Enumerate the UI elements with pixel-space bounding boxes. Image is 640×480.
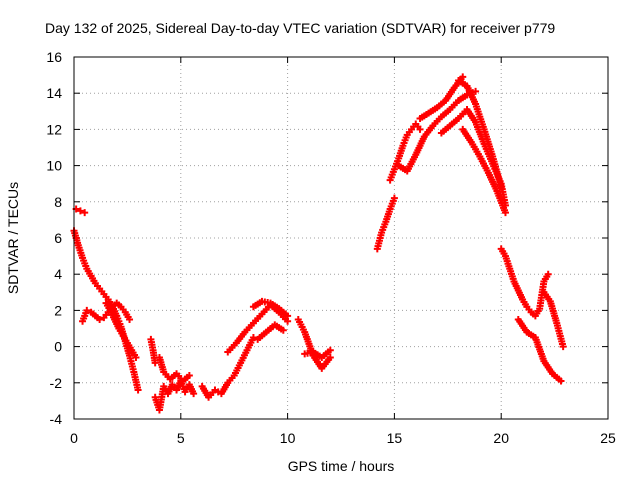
y-tick-label: -2 <box>50 375 63 391</box>
data-point <box>459 73 467 81</box>
series-k <box>254 321 287 343</box>
data-point <box>81 209 89 217</box>
chart-title: Day 132 of 2025, Sidereal Day-to-day VTE… <box>45 20 555 36</box>
series-m <box>301 346 334 361</box>
data-point <box>501 209 509 217</box>
series-l <box>294 315 334 372</box>
series-e <box>147 335 159 367</box>
x-axis-label: GPS time / hours <box>288 458 395 474</box>
y-axis-label: SDTVAR / TECUs <box>5 182 21 294</box>
x-tick-label: 15 <box>387 430 403 446</box>
series-t <box>459 125 509 217</box>
data-point <box>126 315 134 323</box>
series-b <box>72 205 89 217</box>
data-points <box>70 73 567 414</box>
data-point <box>132 353 140 361</box>
series-g <box>155 353 193 385</box>
data-point <box>544 270 552 278</box>
series-h <box>198 334 257 401</box>
y-tick-label: -4 <box>50 411 63 427</box>
data-point <box>83 306 91 314</box>
data-point <box>76 207 84 215</box>
series-s <box>454 77 505 191</box>
x-tick-labels: 0 5 10 15 20 25 <box>70 430 616 446</box>
series-j <box>249 297 292 320</box>
x-tick-label: 0 <box>70 430 78 446</box>
y-tick-labels: -4 -2 0 2 4 6 8 10 12 14 16 <box>46 49 62 427</box>
plot-frame <box>73 56 609 420</box>
data-point <box>185 372 193 380</box>
x-tick-label: 20 <box>493 430 509 446</box>
y-tick-label: 4 <box>54 266 62 282</box>
data-point <box>190 390 198 398</box>
y-tick-label: 6 <box>54 230 62 246</box>
series-c <box>79 299 134 325</box>
y-tick-label: 10 <box>46 158 62 174</box>
series-w <box>540 288 567 351</box>
y-tick-label: 2 <box>54 302 62 318</box>
data-point <box>134 386 142 394</box>
x-tick-label: 5 <box>177 430 185 446</box>
data-point <box>390 194 398 202</box>
data-point <box>557 377 565 385</box>
data-point <box>326 353 334 361</box>
data-point <box>279 326 287 334</box>
y-tick-label: 0 <box>54 339 62 355</box>
data-point <box>249 334 257 342</box>
x-tick-label: 25 <box>600 430 616 446</box>
data-point <box>497 183 505 191</box>
series-o <box>386 120 424 184</box>
y-tick-label: 14 <box>46 85 62 101</box>
data-point <box>326 346 334 354</box>
series-d <box>102 299 140 361</box>
series-v <box>514 315 565 385</box>
data-point <box>284 312 292 320</box>
series-p <box>395 87 480 175</box>
data-point <box>96 315 104 323</box>
grid-lines <box>74 57 608 419</box>
y-tick-label: 16 <box>46 49 62 65</box>
y-tick-label: 8 <box>54 194 62 210</box>
series-u <box>497 245 552 320</box>
series-n <box>373 194 398 253</box>
y-tick-label: 12 <box>46 121 62 137</box>
axis-ticks <box>73 56 609 420</box>
data-point <box>416 125 424 133</box>
series-q <box>416 73 467 123</box>
x-tick-label: 10 <box>280 430 296 446</box>
data-point <box>472 87 480 95</box>
series-f <box>151 377 198 414</box>
data-point <box>559 343 567 351</box>
